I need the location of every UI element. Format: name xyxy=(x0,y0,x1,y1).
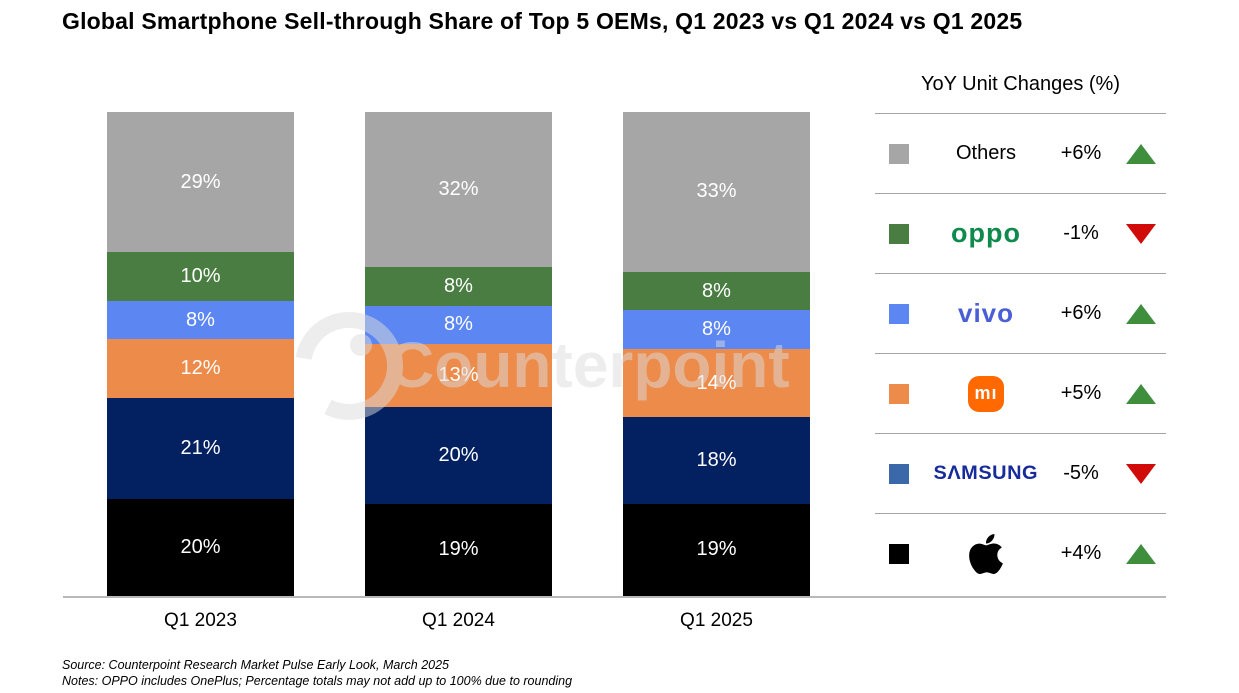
legend-change-value: +6% xyxy=(1060,142,1102,164)
segment-value-label: 14% xyxy=(696,371,737,394)
legend-panel: YoY Unit Changes (%) Others +6% oppo -1% viv… xyxy=(875,73,1166,574)
legend-change-value: +6% xyxy=(1060,302,1102,324)
segment-oppo: 8% xyxy=(365,266,552,306)
segment-value-label: 10% xyxy=(180,265,221,288)
legend-swatch-xiaomi xyxy=(889,383,909,404)
legend-row-others: Others +6% xyxy=(875,113,1166,193)
segment-apple: 19% xyxy=(365,504,552,596)
legend-brand-vivo: vivo xyxy=(923,298,1049,329)
segment-samsung: 21% xyxy=(107,397,294,500)
legend-swatch-samsung xyxy=(889,463,909,484)
legend-swatch-vivo xyxy=(889,303,909,324)
segment-value-label: 18% xyxy=(696,448,737,471)
legend-trend-cell xyxy=(1113,303,1168,324)
segment-samsung: 20% xyxy=(365,407,552,505)
trend-up-icon xyxy=(1125,383,1156,404)
segment-value-label: 8% xyxy=(444,313,473,336)
bar-q1-2024: 32% 8% 8% 13% 20% 19% xyxy=(365,112,552,596)
x-axis-label: Q1 2024 xyxy=(422,610,495,631)
footer: Source: Counterpoint Research Market Pul… xyxy=(62,657,572,689)
segment-others: 32% xyxy=(365,112,552,267)
segment-vivo: 8% xyxy=(365,305,552,345)
trend-up-icon xyxy=(1125,543,1156,564)
legend-brand-xiaomi: mı xyxy=(923,375,1049,412)
legend-label: Others xyxy=(955,142,1017,164)
trend-up-icon xyxy=(1125,303,1156,324)
segment-vivo: 8% xyxy=(107,300,294,340)
bar-q1-2023: 29% 10% 8% 12% 21% 20% xyxy=(107,112,294,596)
footer-source: Source: Counterpoint Research Market Pul… xyxy=(62,658,449,672)
x-axis-label: Q1 2025 xyxy=(680,610,753,631)
segment-samsung: 18% xyxy=(623,416,810,505)
legend-brand-oppo: oppo xyxy=(923,218,1049,249)
segment-value-label: 19% xyxy=(696,538,737,561)
segment-value-label: 8% xyxy=(444,274,473,297)
x-axis-label: Q1 2023 xyxy=(164,610,237,631)
segment-value-label: 20% xyxy=(438,444,479,467)
x-axis-line xyxy=(63,596,1166,598)
legend-trend-cell xyxy=(1113,143,1168,164)
legend-trend-cell xyxy=(1113,463,1168,484)
legend-row-apple: +4% xyxy=(875,513,1166,593)
segment-oppo: 10% xyxy=(107,252,294,301)
legend-change-value: -5% xyxy=(1063,462,1099,484)
legend-row-vivo: vivo +6% xyxy=(875,273,1166,353)
segment-vivo: 8% xyxy=(623,310,810,350)
segment-apple: 20% xyxy=(107,499,294,596)
trend-up-icon xyxy=(1125,143,1156,164)
segment-xiaomi: 13% xyxy=(365,344,552,408)
legend-title: YoY Unit Changes (%) xyxy=(920,73,1120,95)
segment-value-label: 20% xyxy=(180,536,221,559)
samsung-logo: SΛMSUNG xyxy=(933,462,1039,484)
segment-value-label: 8% xyxy=(186,308,215,331)
segment-value-label: 29% xyxy=(180,170,221,193)
legend-brand-samsung: SΛMSUNG xyxy=(923,463,1049,485)
segment-value-label: 8% xyxy=(702,279,731,302)
segment-value-label: 33% xyxy=(696,180,737,203)
segment-others: 29% xyxy=(107,112,294,253)
segment-apple: 19% xyxy=(623,504,810,596)
bar-q1-2025: 33% 8% 8% 14% 18% 19% xyxy=(623,112,810,596)
segment-value-label: 19% xyxy=(438,538,479,561)
legend-trend-cell xyxy=(1113,223,1168,244)
legend-brand-apple xyxy=(923,533,1049,575)
legend-row-xiaomi: mı +5% xyxy=(875,353,1166,433)
legend-brand-others: Others xyxy=(923,142,1049,165)
legend-swatch-oppo xyxy=(889,223,909,244)
apple-logo-icon xyxy=(969,533,1003,574)
xiaomi-logo: mı xyxy=(968,375,1004,412)
segment-value-label: 32% xyxy=(438,177,479,200)
vivo-logo: vivo xyxy=(957,298,1015,328)
trend-down-icon xyxy=(1125,463,1156,484)
segment-others: 33% xyxy=(623,112,810,272)
segment-xiaomi: 12% xyxy=(107,339,294,398)
segment-oppo: 8% xyxy=(623,271,810,311)
legend-row-oppo: oppo -1% xyxy=(875,193,1166,273)
segment-value-label: 8% xyxy=(702,318,731,341)
segment-value-label: 13% xyxy=(438,364,479,387)
segment-value-label: 12% xyxy=(180,357,221,379)
legend-trend-cell xyxy=(1113,383,1168,404)
legend-row-samsung: SΛMSUNG -5% xyxy=(875,433,1166,513)
legend-change-value: -1% xyxy=(1063,222,1099,244)
trend-down-icon xyxy=(1125,223,1156,244)
legend-swatch-apple xyxy=(889,543,909,564)
legend-swatch-others xyxy=(889,143,909,164)
footer-notes: Notes: OPPO includes OnePlus; Percentage… xyxy=(62,674,573,688)
xiaomi-logo-text: mı xyxy=(974,383,998,403)
oppo-logo: oppo xyxy=(951,218,1021,248)
segment-value-label: 21% xyxy=(180,436,221,459)
legend-rows: Others +6% oppo -1% vivo +6% mı +5% SΛMSUNG -5% +4… xyxy=(875,113,1166,593)
page-title: Global Smartphone Sell-through Share of … xyxy=(62,8,1023,34)
segment-xiaomi: 14% xyxy=(623,349,810,417)
legend-change-value: +5% xyxy=(1060,382,1102,404)
legend-change-value: +4% xyxy=(1060,542,1102,564)
legend-trend-cell xyxy=(1113,543,1168,564)
